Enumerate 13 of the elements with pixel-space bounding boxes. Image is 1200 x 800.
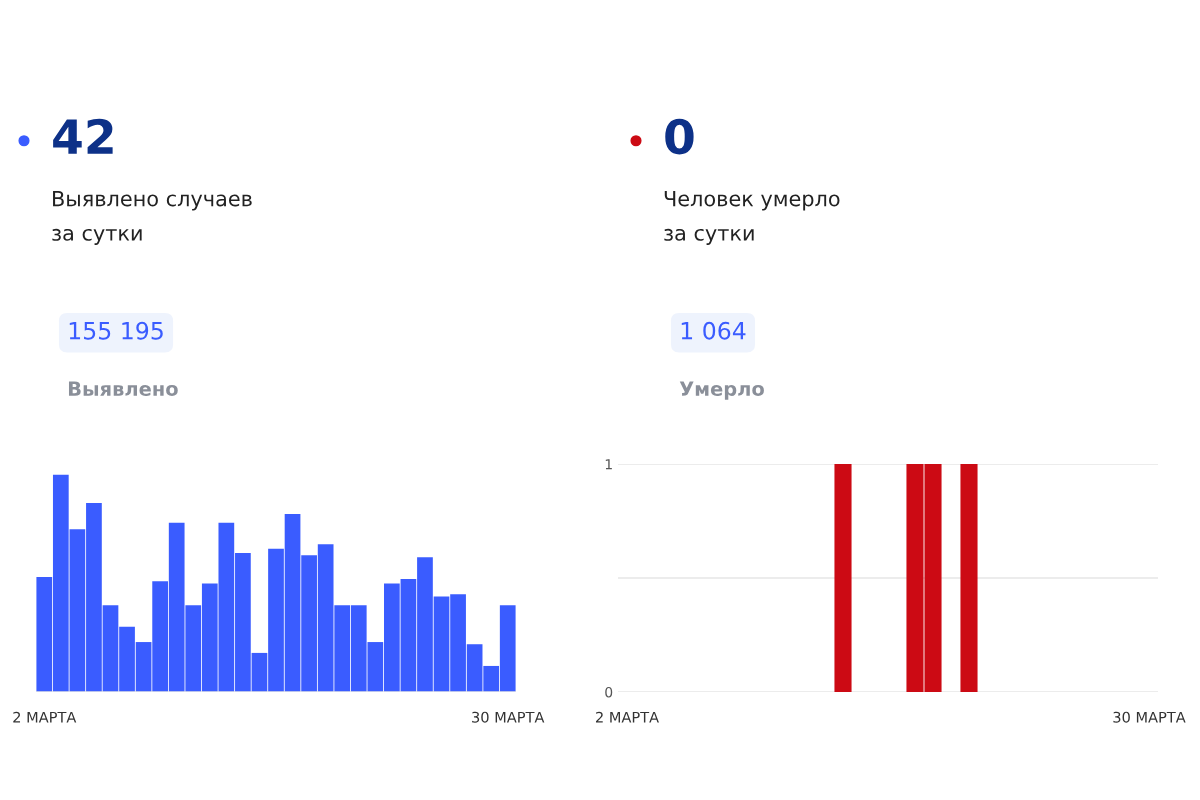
text: Человек умерло за сутки: [664, 190, 840, 245]
x-tick-label: 30 МАРТА: [1113, 711, 1186, 723]
text: 155 195: [69, 321, 163, 340]
text: 42: [53, 118, 113, 154]
text: Выявлено: [68, 381, 178, 397]
x-tick-label: 2 МАРТА: [595, 711, 659, 723]
text: 1 064: [681, 321, 746, 340]
text: Умерло: [679, 381, 764, 400]
y-tick-label: 1: [605, 459, 612, 470]
x-tick-label: 2 МАРТА: [13, 711, 77, 723]
text: Выявлено случаев за сутки: [52, 190, 252, 245]
x-tick-label: 30 МАРТА: [472, 711, 545, 723]
text: 0: [665, 118, 694, 155]
